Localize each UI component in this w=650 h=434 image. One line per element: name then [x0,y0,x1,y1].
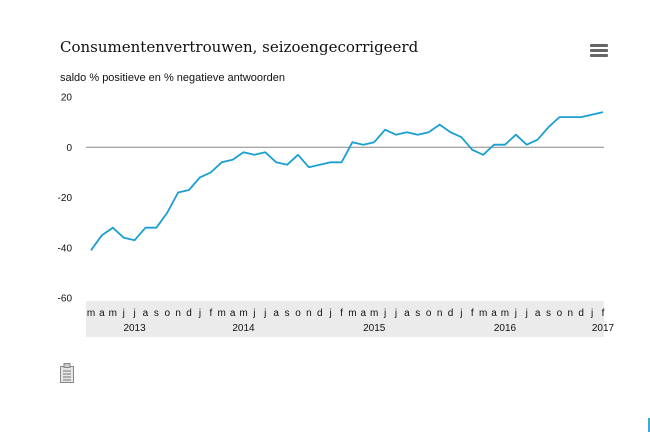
x-tick-label: n [175,308,181,319]
x-tick-label: j [590,308,593,319]
hamburger-menu-icon[interactable] [590,44,608,60]
y-tick-label: -40 [58,243,73,254]
menu-bar [590,44,608,47]
x-tick-label: f [340,308,343,319]
x-tick-label: f [471,308,474,319]
menu-bar [590,49,608,52]
x-tick-label: j [198,308,201,319]
x-tick-label: d [448,308,454,319]
x-tick-label: f [602,308,605,319]
x-tick-label: n [306,308,312,319]
table-icon[interactable] [60,363,74,383]
x-axis-background [86,301,604,337]
x-tick-label: m [109,308,117,319]
edge-marker [648,418,650,432]
x-tick-label: d [186,308,192,319]
x-tick-label: s [285,308,290,319]
x-tick-label: f [209,308,212,319]
x-tick-label: s [415,308,420,319]
x-tick-label: j [394,308,397,319]
x-tick-label: j [383,308,386,319]
y-axis-ticks: 20 0 -20 -40 -60 [58,93,604,305]
x-axis-years: 2013 2014 2015 2016 2017 [123,323,614,334]
x-tick-label: a [535,308,541,319]
x-tick-label: m [87,308,95,319]
x-year-label: 2014 [232,323,255,334]
x-tick-label: m [501,308,509,319]
x-tick-label: j [514,308,517,319]
x-tick-label: a [230,308,236,319]
x-tick-label: d [578,308,584,319]
x-tick-label: j [132,308,135,319]
x-tick-label: o [295,308,301,319]
x-tick-label: s [546,308,551,319]
menu-bar [590,54,608,57]
x-tick-label: o [426,308,432,319]
y-tick-label: 0 [66,143,72,154]
x-tick-label: m [370,308,378,319]
x-tick-label: a [99,308,105,319]
x-tick-label: m [479,308,487,319]
x-tick-label: a [143,308,149,319]
x-tick-label: j [329,308,332,319]
chart-subtitle: saldo % positieve en % negatieve antwoor… [60,72,286,84]
x-tick-label: o [164,308,170,319]
x-tick-label: n [437,308,443,319]
x-tick-label: j [263,308,266,319]
x-year-label: 2017 [592,323,615,334]
x-tick-label: m [239,308,247,319]
x-tick-label: n [568,308,574,319]
y-tick-label: -60 [58,294,73,305]
x-tick-label: s [154,308,159,319]
x-tick-label: a [273,308,279,319]
x-tick-label: j [252,308,255,319]
x-year-label: 2015 [363,323,386,334]
x-axis-band [86,301,604,337]
x-tick-label: a [361,308,367,319]
chart-title: Consumentenvertrouwen, seizoengecorrigee… [60,38,419,56]
x-tick-label: m [218,308,226,319]
series-line [90,111,604,251]
x-tick-label: j [122,308,125,319]
x-tick-label: j [459,308,462,319]
x-tick-label: o [557,308,563,319]
x-tick-label: a [491,308,497,319]
x-tick-label: j [525,308,528,319]
x-tick-label: a [404,308,410,319]
x-tick-label: d [317,308,323,319]
y-tick-label: -20 [58,193,73,204]
series-group [90,111,604,251]
x-year-label: 2013 [123,323,146,334]
y-tick-label: 20 [61,93,73,104]
x-year-label: 2016 [494,323,517,334]
x-tick-label: m [348,308,356,319]
